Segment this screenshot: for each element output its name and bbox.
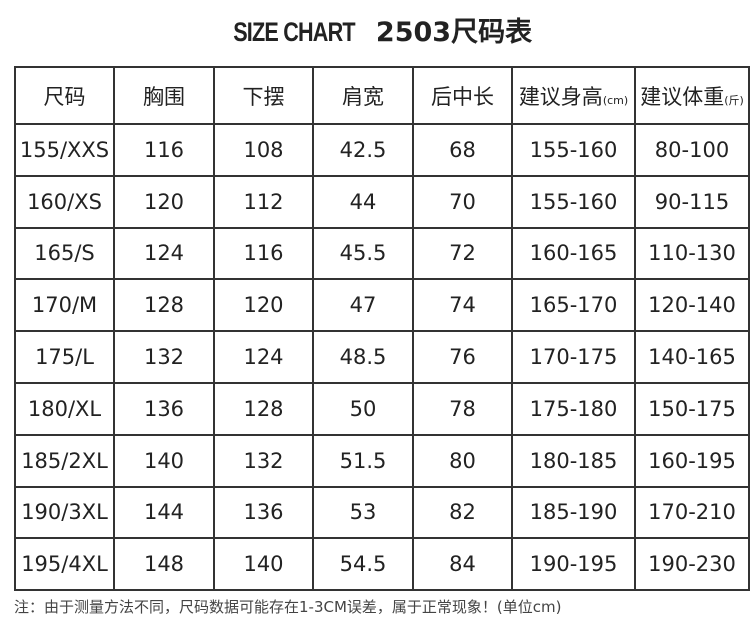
- table-row: 175/L 132 124 48.5 76 170-175 140-165: [14, 330, 750, 384]
- table-cell: 47: [312, 278, 414, 333]
- table-cell: 190/3XL: [14, 485, 115, 540]
- table-row: 180/XL 136 128 50 78 175-180 150-175: [14, 381, 750, 436]
- table-cell: 155-160: [511, 174, 636, 229]
- table-row: 170/M 128 120 47 74 165-170 120-140: [14, 278, 750, 333]
- header-unit: (cm): [602, 93, 629, 107]
- header-cell: 尺码: [14, 66, 115, 125]
- header-cell: 后中长: [412, 66, 513, 125]
- table-cell: 170-175: [511, 330, 636, 384]
- table-cell: 116: [113, 123, 215, 177]
- table-cell: 54.5: [312, 537, 414, 592]
- table-cell: 170/M: [14, 278, 115, 333]
- table-cell: 112: [213, 174, 314, 229]
- table-cell: 185/2XL: [14, 433, 115, 488]
- table-cell: 74: [412, 278, 513, 333]
- table-cell: 160/XS: [14, 174, 115, 229]
- header-cell: 建议体重(斤): [634, 66, 750, 125]
- table-cell: 53: [312, 485, 414, 540]
- table-cell: 80: [412, 433, 513, 488]
- table-cell: 128: [113, 278, 215, 333]
- table-cell: 108: [213, 123, 314, 177]
- table-cell: 48.5: [312, 330, 414, 384]
- table-cell: 84: [412, 537, 513, 592]
- table-cell: 180/XL: [14, 381, 115, 436]
- size-table: 尺码 胸围 下摆 肩宽 后中长 建议身高(cm) 建议体重(斤) 155/XXS 116 108 4…: [14, 66, 750, 592]
- table-cell: 45.5: [312, 226, 414, 281]
- table-cell: 136: [213, 485, 314, 540]
- table-cell: 190-230: [634, 537, 750, 592]
- table-cell: 195/4XL: [14, 537, 115, 592]
- table-cell: 68: [412, 123, 513, 177]
- table-cell: 90-115: [634, 174, 750, 229]
- table-cell: 148: [113, 537, 215, 592]
- table-cell: 44: [312, 174, 414, 229]
- table-cell: 160-195: [634, 433, 750, 488]
- table-row: 155/XXS 116 108 42.5 68 155-160 80-100: [14, 123, 750, 177]
- table-cell: 120: [113, 174, 215, 229]
- table-row: 190/3XL 144 136 53 82 185-190 170-210: [14, 485, 750, 540]
- header-cell: 胸围: [113, 66, 215, 125]
- table-cell: 76: [412, 330, 513, 384]
- table-cell: 124: [113, 226, 215, 281]
- table-cell: 190-195: [511, 537, 636, 592]
- table-cell: 50: [312, 381, 414, 436]
- header-row: 尺码 胸围 下摆 肩宽 后中长 建议身高(cm) 建议体重(斤): [14, 66, 750, 125]
- title: SIZE CHART 2503尺码表: [0, 10, 750, 49]
- table-cell: 82: [412, 485, 513, 540]
- table-cell: 155/XXS: [14, 123, 115, 177]
- header-unit: (斤): [724, 93, 744, 107]
- header-cell: 下摆: [213, 66, 314, 125]
- table-cell: 120: [213, 278, 314, 333]
- table-cell: 120-140: [634, 278, 750, 333]
- table-cell: 144: [113, 485, 215, 540]
- table-cell: 140-165: [634, 330, 750, 384]
- table-cell: 124: [213, 330, 314, 384]
- table-row: 185/2XL 140 132 51.5 80 180-185 160-195: [14, 433, 750, 488]
- table-cell: 175-180: [511, 381, 636, 436]
- header-label: 建议身高: [518, 84, 603, 109]
- table-cell: 185-190: [511, 485, 636, 540]
- table-cell: 116: [213, 226, 314, 281]
- table-cell: 136: [113, 381, 215, 436]
- table-cell: 170-210: [634, 485, 750, 540]
- table-cell: 72: [412, 226, 513, 281]
- title-en: SIZE CHART: [233, 17, 355, 47]
- title-cn: 2503尺码表: [375, 17, 533, 48]
- table-cell: 175/L: [14, 330, 115, 384]
- table-cell: 132: [213, 433, 314, 488]
- note: 注：由于测量方法不同，尺码数据可能存在1-3CM误差，属于正常现象！(单位cm): [14, 598, 562, 616]
- table-cell: 128: [213, 381, 314, 436]
- table-cell: 150-175: [634, 381, 750, 436]
- table-cell: 165-170: [511, 278, 636, 333]
- table-cell: 140: [113, 433, 215, 488]
- table-cell: 70: [412, 174, 513, 229]
- table-cell: 51.5: [312, 433, 414, 488]
- table-row: 165/S 124 116 45.5 72 160-165 110-130: [14, 226, 750, 281]
- table-cell: 42.5: [312, 123, 414, 177]
- table-row: 160/XS 120 112 44 70 155-160 90-115: [14, 174, 750, 229]
- table-cell: 110-130: [634, 226, 750, 281]
- table-row: 195/4XL 148 140 54.5 84 190-195 190-230: [14, 537, 750, 592]
- table-cell: 78: [412, 381, 513, 436]
- header-cell: 建议身高(cm): [511, 66, 636, 125]
- table-cell: 165/S: [14, 226, 115, 281]
- table-cell: 160-165: [511, 226, 636, 281]
- header-cell: 肩宽: [312, 66, 414, 125]
- table-cell: 155-160: [511, 123, 636, 177]
- table-cell: 132: [113, 330, 215, 384]
- table-cell: 80-100: [634, 123, 750, 177]
- table-cell: 140: [213, 537, 314, 592]
- table-cell: 180-185: [511, 433, 636, 488]
- header-label: 建议体重: [640, 84, 725, 109]
